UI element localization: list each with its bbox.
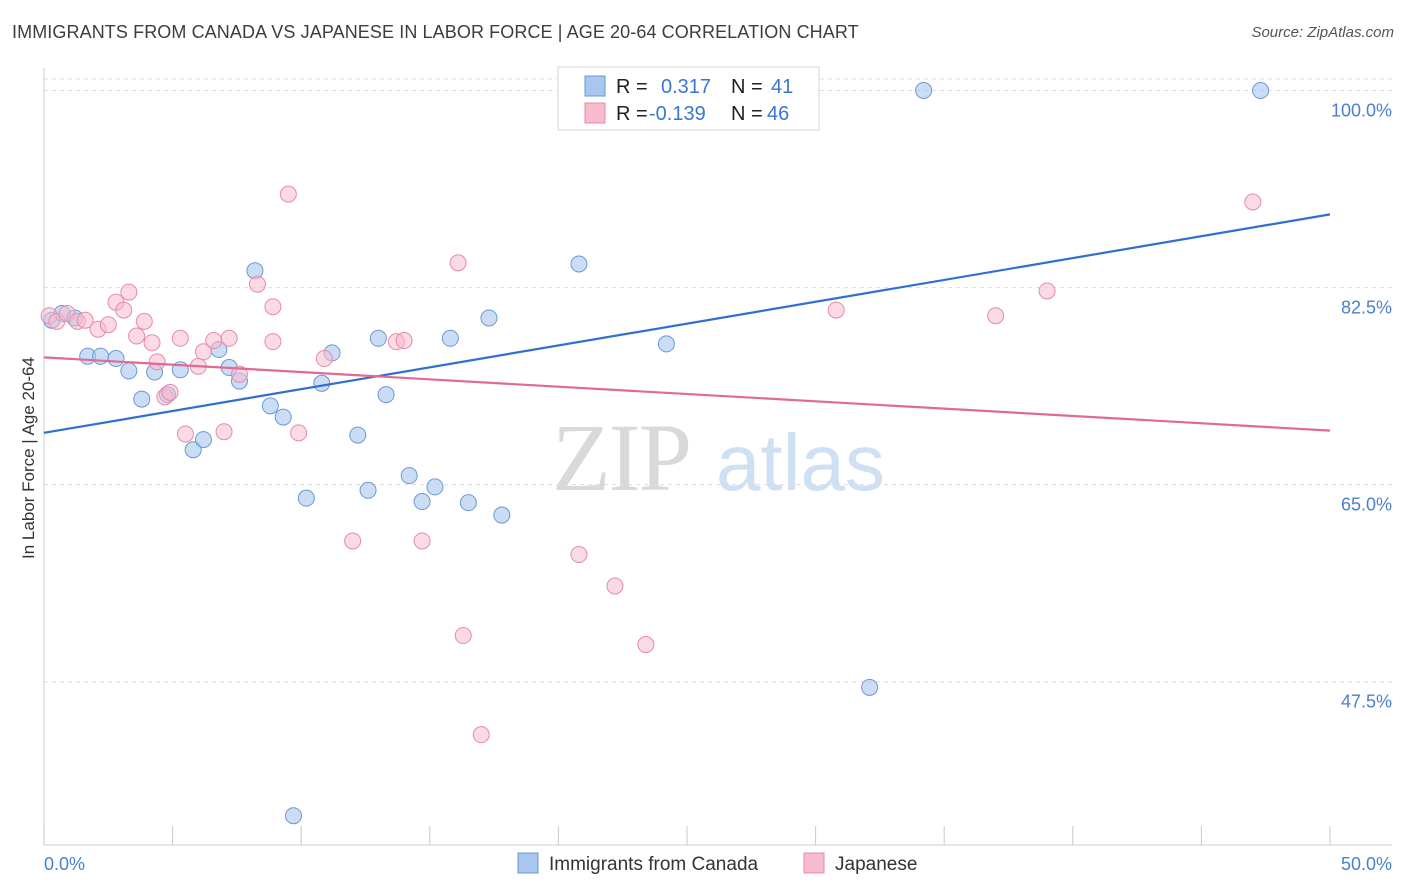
point-japanese	[99, 316, 117, 334]
legend-n-label-japanese: N =	[731, 103, 763, 125]
point-canada	[861, 678, 879, 696]
series-japanese-points	[40, 185, 1262, 744]
point-japanese	[264, 298, 282, 316]
point-japanese	[176, 425, 194, 443]
point-canada	[459, 494, 477, 512]
point-canada	[133, 390, 151, 408]
trend-line-japanese	[43, 356, 1331, 432]
point-japanese	[120, 283, 138, 301]
trend-lines	[43, 213, 1331, 434]
watermark-zip: ZIP	[552, 404, 690, 511]
legend-r-value-canada: 0.317	[661, 76, 711, 98]
point-canada	[493, 506, 511, 524]
point-japanese	[570, 545, 588, 563]
point-canada	[413, 493, 431, 511]
series-legend-label-japanese: Japanese	[835, 854, 917, 875]
trend-line-canada	[43, 213, 1331, 434]
point-canada	[400, 467, 418, 485]
source-note: Source: ZipAtlas.com	[1251, 24, 1394, 41]
legend-swatch-japanese	[584, 102, 606, 124]
point-japanese	[128, 327, 146, 345]
point-canada	[313, 374, 331, 392]
stats-legend: R = 0.317 N = 41 R = -0.139 N = 46	[557, 66, 820, 131]
point-japanese	[171, 329, 189, 347]
legend-r-label-canada: R =	[616, 76, 648, 98]
point-japanese	[161, 383, 179, 401]
point-japanese	[135, 312, 153, 330]
series-legend: Immigrants from Canada Japanese	[517, 852, 917, 875]
point-japanese	[413, 532, 431, 550]
x-axis-tick-labels: 0.0% 50.0%	[44, 854, 1392, 874]
point-japanese	[143, 334, 161, 352]
point-canada	[426, 478, 444, 496]
point-japanese	[827, 301, 845, 319]
point-japanese	[1038, 282, 1056, 300]
point-japanese	[279, 185, 297, 203]
x-axis-ticks	[43, 826, 1331, 845]
point-canada	[480, 309, 498, 327]
point-canada	[297, 489, 315, 507]
point-japanese	[220, 329, 238, 347]
y-axis-tick-labels: 47.5% 65.0% 82.5% 100.0%	[1331, 101, 1392, 712]
point-canada	[184, 441, 202, 459]
point-japanese	[248, 275, 266, 293]
series-legend-swatch-japanese	[803, 852, 825, 874]
legend-swatch-canada	[584, 75, 606, 97]
y-axis-label: In Labor Force | Age 20-64	[19, 357, 38, 559]
point-japanese	[472, 726, 490, 744]
point-canada	[359, 481, 377, 499]
point-canada	[369, 329, 387, 347]
x-tick-label: 0.0%	[44, 854, 85, 874]
point-japanese	[230, 365, 248, 383]
point-canada	[274, 408, 292, 426]
point-canada	[441, 329, 459, 347]
legend-n-label-canada: N =	[731, 76, 763, 98]
point-canada	[1252, 82, 1270, 100]
point-canada	[107, 350, 125, 368]
point-canada	[570, 255, 588, 273]
point-japanese	[290, 424, 308, 442]
point-japanese	[637, 636, 655, 654]
point-japanese	[148, 353, 166, 371]
point-canada	[284, 807, 302, 825]
legend-n-value-japanese: 46	[767, 103, 789, 125]
legend-r-value-japanese: -0.139	[649, 103, 706, 125]
y-tick-label: 65.0%	[1341, 495, 1392, 515]
point-canada	[261, 397, 279, 415]
series-legend-swatch-canada	[517, 852, 539, 874]
point-japanese	[315, 350, 333, 368]
point-canada	[194, 431, 212, 449]
point-canada	[377, 386, 395, 404]
point-japanese	[215, 423, 233, 441]
point-japanese	[987, 307, 1005, 325]
point-japanese	[264, 333, 282, 351]
point-japanese	[1244, 193, 1262, 211]
legend-n-value-canada: 41	[771, 76, 793, 98]
point-japanese	[205, 332, 223, 350]
point-japanese	[606, 577, 624, 595]
point-japanese	[194, 343, 212, 361]
point-canada	[657, 335, 675, 353]
point-japanese	[344, 532, 362, 550]
point-japanese	[395, 332, 413, 350]
point-canada	[120, 362, 138, 380]
watermark-atlas: atlas	[716, 418, 885, 507]
y-tick-label: 82.5%	[1341, 298, 1392, 318]
point-japanese	[454, 627, 472, 645]
chart-title: IMMIGRANTS FROM CANADA VS JAPANESE IN LA…	[12, 22, 859, 42]
point-canada	[349, 426, 367, 444]
point-japanese	[76, 311, 94, 329]
legend-r-label-japanese: R =	[616, 103, 648, 125]
y-tick-label: 47.5%	[1341, 692, 1392, 712]
point-japanese	[115, 301, 133, 319]
axes	[43, 68, 1392, 846]
x-tick-label: 50.0%	[1341, 854, 1392, 874]
series-legend-label-canada: Immigrants from Canada	[549, 854, 759, 875]
point-canada	[915, 82, 933, 100]
y-tick-label: 100.0%	[1331, 101, 1392, 121]
point-japanese	[449, 254, 467, 272]
